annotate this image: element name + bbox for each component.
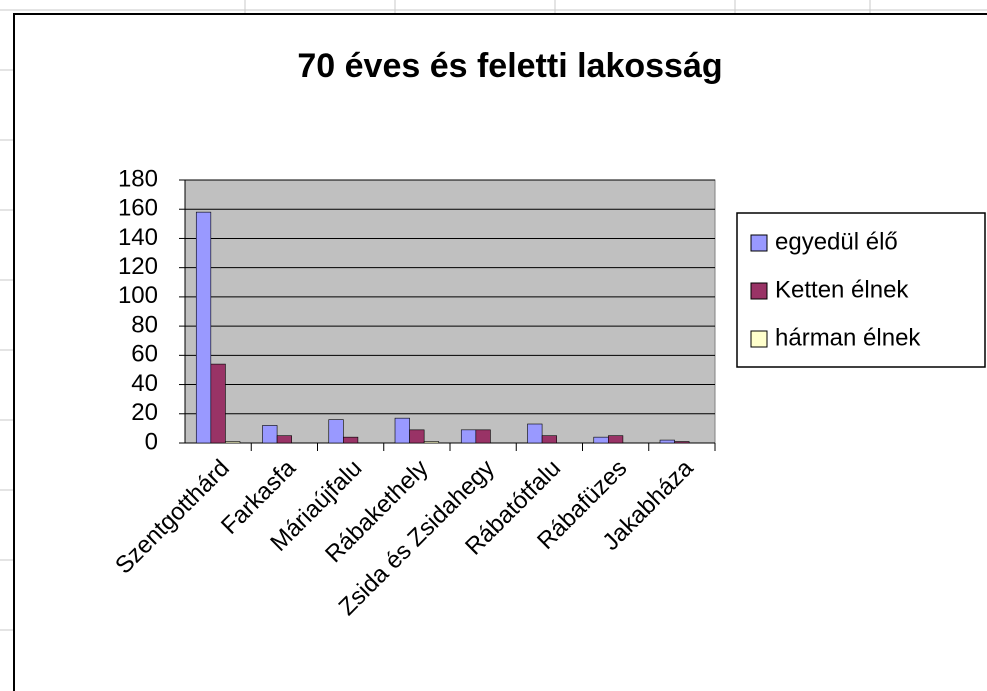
bar <box>343 436 359 444</box>
bar <box>262 425 278 444</box>
legend-label: Ketten élnek <box>775 276 909 303</box>
legend <box>736 212 986 368</box>
bar <box>195 211 212 444</box>
chart-title: 70 éves és feletti lakosság <box>297 47 722 85</box>
y-tick-label: 60 <box>131 341 158 368</box>
sheet-grid <box>0 0 987 631</box>
bar <box>423 441 440 444</box>
bar <box>225 441 241 444</box>
bar <box>674 441 690 444</box>
bar <box>475 429 491 444</box>
bar <box>328 419 344 444</box>
bar <box>608 435 624 444</box>
y-tick-label: 80 <box>131 311 158 338</box>
legend-label: egyedül élő <box>775 228 898 255</box>
bar <box>593 436 609 444</box>
y-tick-label: 120 <box>118 253 158 280</box>
bar <box>210 363 226 444</box>
y-tick-label: 40 <box>131 370 158 397</box>
y-tick-label: 160 <box>118 195 158 222</box>
bar <box>460 429 477 444</box>
bar <box>409 429 425 444</box>
plot-area <box>184 179 716 444</box>
y-tick-label: 0 <box>145 428 158 455</box>
y-tick-label: 20 <box>131 399 158 426</box>
legend-label: hárman élnek <box>775 324 921 351</box>
y-tick-label: 100 <box>118 282 158 309</box>
bar <box>541 435 557 444</box>
y-tick-label: 140 <box>118 224 158 251</box>
legend-swatch <box>750 330 768 348</box>
legend-swatch <box>750 282 768 300</box>
bar <box>527 423 543 444</box>
bar <box>659 439 675 444</box>
bar <box>276 435 292 444</box>
y-tick-label: 180 <box>118 165 158 192</box>
legend-swatch <box>750 234 768 252</box>
bar <box>394 417 410 444</box>
